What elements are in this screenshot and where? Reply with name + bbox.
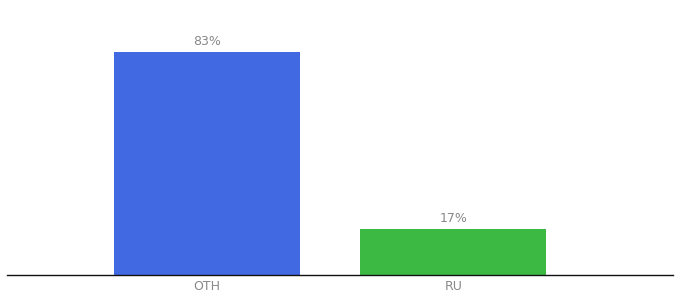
Text: 83%: 83% (193, 35, 221, 48)
Text: 17%: 17% (439, 212, 467, 225)
Bar (360, 229, 547, 274)
Bar (114, 52, 300, 274)
